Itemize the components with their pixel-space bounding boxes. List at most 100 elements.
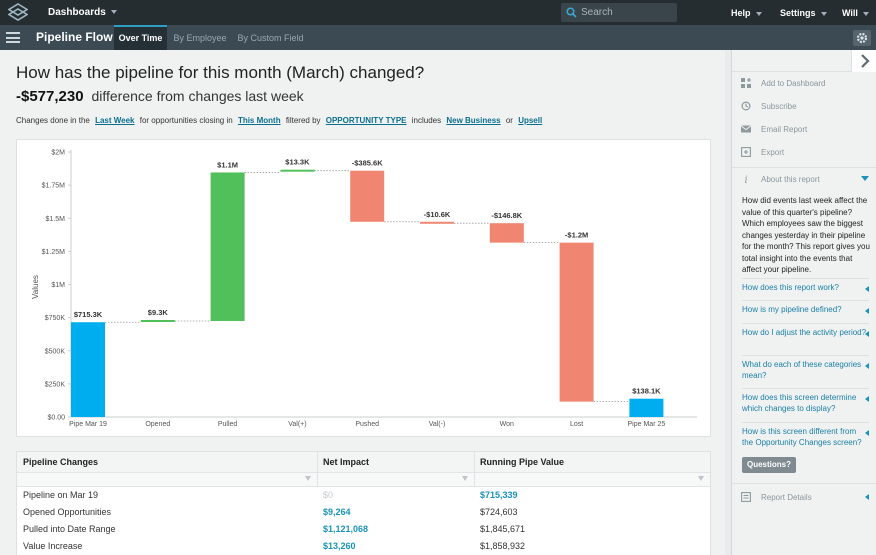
column-header-running-pipe-value[interactable]: Running Pipe Value xyxy=(480,457,565,467)
x-category-label: Val(-) xyxy=(429,421,446,428)
report-details-toggle[interactable]: Report Details xyxy=(732,486,876,509)
waterfall-bar-1 xyxy=(71,322,105,417)
faq-link-determine-changes[interactable]: How does this screen determine which cha… xyxy=(742,388,869,422)
about-this-report-toggle[interactable]: i About this report xyxy=(732,168,876,191)
collapse-sidebar-button[interactable] xyxy=(851,50,876,72)
bar-data-label: $715.3K xyxy=(74,310,103,319)
chevron-down-icon xyxy=(755,11,762,16)
waterfall-bar-3 xyxy=(210,172,245,321)
caret-left-icon xyxy=(865,396,869,402)
chevron-right-icon xyxy=(861,54,870,68)
net-impact-value: $0 xyxy=(323,490,334,500)
y-tick-label: $750K xyxy=(45,315,66,322)
report-details-icon xyxy=(741,492,751,502)
table-row[interactable]: Value Increase $13,260 $1,858,932 xyxy=(17,538,710,555)
column-header-net-impact[interactable]: Net Impact xyxy=(323,457,370,467)
table-row[interactable]: Opened Opportunities $9,264 $724,603 xyxy=(17,504,710,521)
divider xyxy=(732,483,876,484)
subscribe-action[interactable]: Subscribe xyxy=(732,95,876,118)
waterfall-bar-2 xyxy=(140,319,175,322)
search-input[interactable] xyxy=(581,5,673,20)
about-this-report-label: About this report xyxy=(761,175,820,184)
faq-link-adjust-activity-period[interactable]: How do I adjust the activity period? xyxy=(742,323,869,355)
faq-label: How is my pipeline defined? xyxy=(742,305,842,314)
y-tick-label: $1M xyxy=(51,282,65,289)
y-tick-label: $0.00 xyxy=(47,415,65,422)
filter-sentence: Changes done in the Last Week for opport… xyxy=(16,116,545,125)
caret-left-icon xyxy=(865,363,869,369)
tab-by-employee[interactable]: By Employee xyxy=(173,33,227,43)
x-category-label: Won xyxy=(500,421,514,428)
x-category-label: Pipe Mar 19 xyxy=(69,421,107,428)
bar-data-label: $9.3K xyxy=(148,308,169,317)
x-category-label: Lost xyxy=(570,421,583,428)
caret-left-icon xyxy=(865,331,869,337)
filter-funnel-icon[interactable] xyxy=(462,476,468,481)
filter-funnel-icon[interactable] xyxy=(305,476,311,481)
faq-link-pipeline-defined[interactable]: How is my pipeline defined? xyxy=(742,300,869,323)
search-box[interactable] xyxy=(561,3,677,22)
email-report-action[interactable]: Email Report xyxy=(732,118,876,141)
faq-label: How do I adjust the activity period? xyxy=(742,328,867,337)
settings-label: Settings xyxy=(780,8,816,18)
app-title: Pipeline Flow xyxy=(36,30,113,44)
caret-left-icon xyxy=(865,494,869,500)
export-action[interactable]: Export xyxy=(732,141,876,164)
stacked-diamond-logo-icon[interactable] xyxy=(8,3,28,22)
x-category-label: Opened xyxy=(145,421,170,428)
x-category-label: Val(+) xyxy=(288,421,306,428)
faq-label: How is this screen different from the Op… xyxy=(742,427,862,447)
filter-link-opportunity-type[interactable]: OPPORTUNITY TYPE xyxy=(325,116,407,125)
subscribe-label: Subscribe xyxy=(761,102,797,111)
faq-link-opportunity-changes-diff[interactable]: How is this screen different from the Op… xyxy=(742,422,869,452)
faq-label: How does this screen determine which cha… xyxy=(742,393,857,413)
tab-over-time[interactable]: Over Time xyxy=(114,25,167,50)
user-label: Will xyxy=(842,8,858,18)
filter-link-upsell[interactable]: Upsell xyxy=(518,116,543,125)
filter-text: for opportunities closing in xyxy=(139,116,233,125)
help-menu[interactable]: Help xyxy=(731,8,762,18)
waterfall-bar-8 xyxy=(559,242,594,402)
add-to-dashboard-action[interactable]: Add to Dashboard xyxy=(732,72,876,95)
sidebar-header xyxy=(732,50,876,72)
faq-label: How does this report work? xyxy=(742,283,839,292)
table-row[interactable]: Pipeline on Mar 19 $0 $715,339 xyxy=(17,487,710,504)
column-header-pipeline-changes[interactable]: Pipeline Changes xyxy=(23,457,99,467)
running-pipe-value[interactable]: $715,339 xyxy=(480,490,518,500)
waterfall-chart: $0.00 $250K $500K $750K $1M $1.25M $1.5M $1.75M… xyxy=(16,139,711,437)
bar-data-label: -$1.2M xyxy=(565,231,588,240)
hamburger-menu-icon[interactable] xyxy=(6,32,20,43)
faq-link-categories-meaning[interactable]: What do each of these categories mean? xyxy=(742,355,869,388)
tab-by-custom-field[interactable]: By Custom Field xyxy=(237,33,304,43)
filter-link-new-business[interactable]: New Business xyxy=(446,116,501,125)
net-impact-value[interactable]: $9,264 xyxy=(323,507,351,517)
export-icon xyxy=(741,147,751,157)
waterfall-chart-svg: $0.00 $250K $500K $750K $1M $1.25M $1.5M $1.75M… xyxy=(31,150,697,428)
faq-label: What do each of these categories mean? xyxy=(742,360,862,380)
settings-menu[interactable]: Settings xyxy=(780,8,827,18)
caret-down-icon xyxy=(861,176,869,181)
report-main-panel: How has the pipeline for this month (Mar… xyxy=(0,50,725,555)
waterfall-bar-7 xyxy=(489,223,524,243)
dashboards-menu[interactable]: Dashboards xyxy=(48,7,117,18)
dashboards-label: Dashboards xyxy=(48,7,106,18)
waterfall-bar-4 xyxy=(280,169,315,172)
gear-icon xyxy=(856,32,868,44)
filter-link-last-week[interactable]: Last Week xyxy=(95,116,135,125)
table-row[interactable]: Pulled into Date Range $1,121,068 $1,845,6… xyxy=(17,521,710,538)
waterfall-bar-6 xyxy=(420,221,454,224)
user-menu[interactable]: Will xyxy=(842,8,869,18)
filter-funnel-icon[interactable] xyxy=(698,476,704,481)
faq-link-how-report-works[interactable]: How does this report work? xyxy=(742,278,869,300)
column-divider xyxy=(474,452,475,487)
gear-button[interactable] xyxy=(853,30,871,46)
caret-left-icon xyxy=(865,308,869,314)
add-dashboard-icon xyxy=(741,78,751,88)
filter-text: Changes done in the xyxy=(16,116,90,125)
filter-link-this-month[interactable]: This Month xyxy=(237,116,281,125)
waterfall-bar-5 xyxy=(350,170,385,222)
net-impact-value[interactable]: $13,260 xyxy=(323,541,356,551)
net-impact-value[interactable]: $1,121,068 xyxy=(323,524,369,534)
x-category-label: Pushed xyxy=(355,421,379,428)
questions-button[interactable]: Questions? xyxy=(742,457,796,473)
